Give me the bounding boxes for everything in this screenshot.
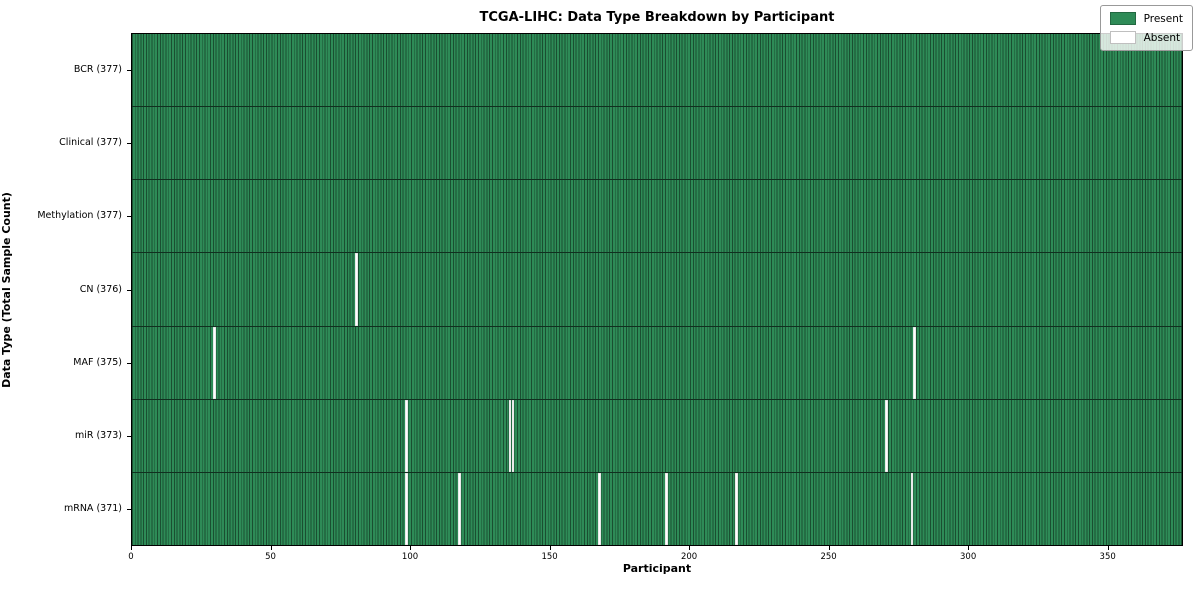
- y-tick-mark: [127, 509, 131, 511]
- heatmap-row-BCR: [132, 34, 1182, 108]
- x-axis-label: Participant: [622, 562, 692, 575]
- heatmap-row-Clinical: [132, 107, 1182, 181]
- plot-area: [131, 33, 1183, 546]
- y-tick-label-mRNA: mRNA (371): [63, 503, 122, 515]
- absent-marker: [913, 326, 917, 399]
- x-tick-mark: [549, 546, 551, 550]
- x-tick-label: 0: [128, 552, 134, 562]
- x-tick-mark: [410, 546, 412, 550]
- y-tick-label-miR: miR (373): [74, 430, 122, 442]
- absent-swatch-icon: [1109, 31, 1136, 44]
- absent-marker: [885, 399, 889, 472]
- heatmap-row-mRNA: [132, 472, 1182, 545]
- y-tick-mark: [127, 436, 131, 438]
- absent-marker: [458, 472, 462, 545]
- legend-label-absent: Absent: [1143, 31, 1181, 44]
- absent-marker: [910, 472, 914, 545]
- absent-marker: [405, 472, 409, 545]
- y-tick-label-MAF: MAF (375): [73, 356, 122, 368]
- absent-marker: [598, 472, 601, 545]
- heatmap-row-CN: [132, 253, 1182, 327]
- x-tick-label: 100: [401, 552, 419, 562]
- absent-marker: [212, 326, 216, 399]
- y-tick-mark: [127, 289, 131, 291]
- present-swatch-icon: [1109, 12, 1136, 25]
- x-tick-label: 150: [541, 552, 558, 562]
- y-tick-label-CN: CN (376): [79, 283, 122, 295]
- legend-item-present: Present: [1109, 12, 1183, 25]
- y-tick-mark: [127, 216, 131, 218]
- absent-marker: [508, 399, 512, 472]
- heatmap-row-miR: [132, 399, 1182, 473]
- x-tick-label: 350: [1099, 552, 1116, 562]
- absent-marker: [355, 253, 359, 326]
- y-tick-label-Methylation: Methylation (377): [37, 210, 122, 222]
- x-tick-mark: [689, 546, 691, 550]
- heatmap-row-MAF: [132, 326, 1182, 400]
- heatmap-row-Methylation: [132, 180, 1182, 254]
- x-tick-label: 50: [265, 552, 276, 562]
- y-tick-label-Clinical: Clinical (377): [59, 136, 122, 148]
- y-tick-mark: [127, 142, 131, 144]
- x-tick-mark: [968, 546, 970, 550]
- absent-marker: [405, 399, 409, 472]
- absent-marker: [734, 472, 738, 545]
- y-tick-mark: [127, 69, 131, 71]
- x-tick-label: 200: [680, 552, 698, 562]
- legend-item-absent: Absent: [1109, 31, 1183, 44]
- x-tick-label: 300: [960, 552, 977, 562]
- y-tick-label-BCR: BCR (377): [73, 63, 122, 75]
- absent-marker: [511, 399, 515, 472]
- legend-label-present: Present: [1143, 12, 1183, 25]
- x-tick-mark: [828, 546, 830, 550]
- x-tick-mark: [1107, 546, 1109, 550]
- x-tick-mark: [131, 546, 132, 550]
- legend: Present Absent: [1099, 5, 1193, 51]
- absent-marker: [664, 472, 668, 545]
- x-tick-label: 250: [820, 552, 837, 562]
- y-tick-mark: [127, 362, 131, 364]
- x-tick-mark: [270, 546, 272, 550]
- chart-title: TCGA-LIHC: Data Type Breakdown by Partic…: [479, 10, 835, 25]
